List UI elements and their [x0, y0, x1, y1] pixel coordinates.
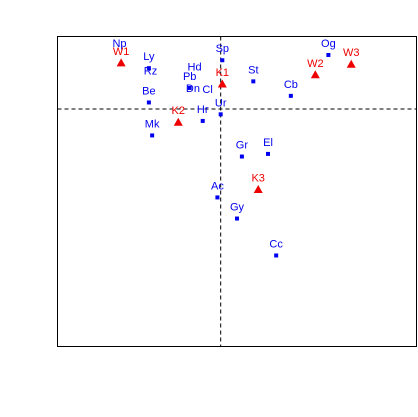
triangle-marker-k1 — [217, 79, 227, 88]
point-marker-hr — [200, 118, 205, 123]
point-marker-gr — [239, 154, 244, 159]
triangle-marker-w1 — [116, 58, 126, 67]
point-label-np: Np — [112, 38, 126, 50]
point-label-ly: Ly — [143, 51, 155, 63]
point-marker-og — [326, 52, 331, 57]
triangle-label-k1: K1 — [216, 67, 229, 79]
plot-frame — [57, 36, 417, 347]
point-marker-ac — [215, 195, 220, 200]
triangle-label-w2: W2 — [307, 58, 324, 70]
point-label-hr: Hr — [197, 104, 209, 116]
point-label-hd: Hd — [188, 62, 202, 74]
point-marker-ly — [146, 66, 151, 71]
point-marker-be — [146, 100, 151, 105]
point-label-pb: Pb — [183, 71, 196, 83]
point-label-cl: Cl — [202, 84, 212, 96]
point-marker-sp — [220, 58, 225, 63]
point-marker-el — [266, 151, 271, 156]
point-label-rz: Rz — [144, 66, 157, 78]
point-label-be: Be — [142, 85, 155, 97]
triangle-marker-w3 — [346, 59, 356, 68]
point-label-ac: Ac — [211, 180, 224, 192]
point-label-st: St — [248, 64, 258, 76]
point-marker-mk — [150, 133, 155, 138]
point-label-cc: Cc — [269, 238, 283, 250]
point-label-mk: Mk — [145, 118, 160, 130]
triangle-marker-k3 — [253, 185, 263, 194]
point-label-ur: Ur — [215, 97, 227, 109]
triangle-marker-k2 — [173, 117, 183, 126]
point-label-og: Og — [321, 38, 336, 50]
point-marker-pb — [187, 85, 192, 90]
point-label-dn: Dn — [186, 83, 200, 95]
point-label-gy: Gy — [230, 202, 245, 214]
triangle-label-k2: K2 — [172, 105, 185, 117]
point-marker-ur — [218, 112, 223, 117]
point-label-el: El — [263, 137, 273, 149]
point-marker-st — [251, 79, 256, 84]
triangle-label-w3: W3 — [343, 47, 360, 59]
point-marker-gy — [235, 216, 239, 221]
point-label-gr: Gr — [236, 140, 249, 152]
triangle-marker-w2 — [310, 70, 320, 79]
point-marker-cc — [274, 253, 279, 258]
point-label-cb: Cb — [284, 79, 298, 91]
point-label-sp: Sp — [216, 43, 229, 55]
point-marker-cb — [288, 93, 293, 98]
triangle-label-k3: K3 — [251, 173, 264, 185]
triangle-label-w1: W1 — [113, 46, 130, 58]
